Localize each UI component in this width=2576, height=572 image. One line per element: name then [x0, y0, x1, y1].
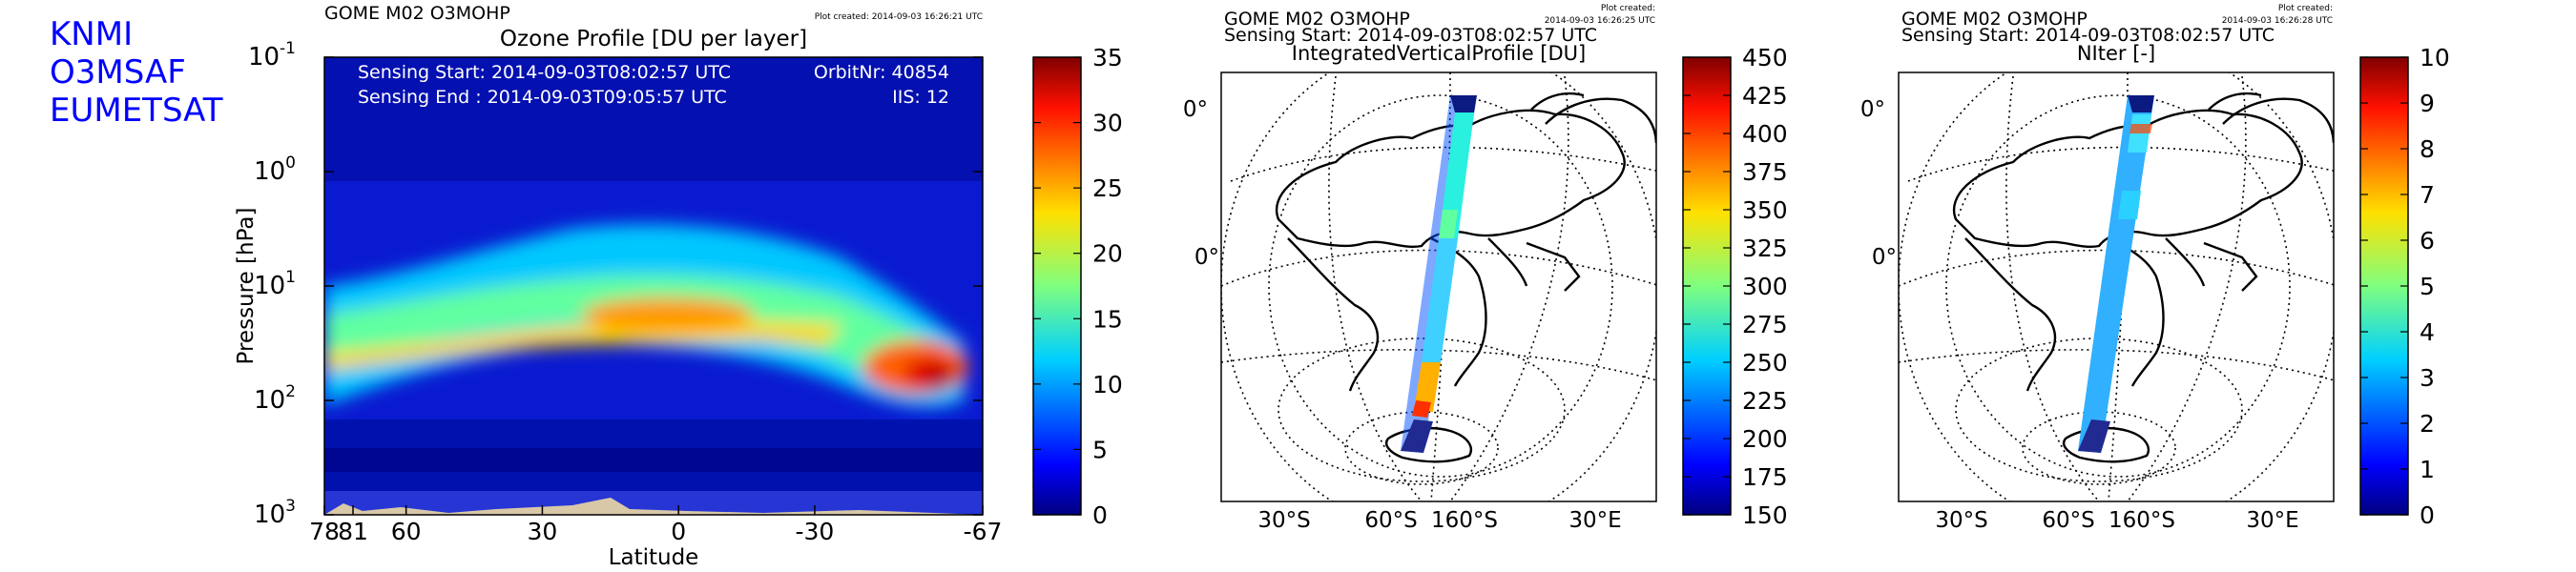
profile-iis: IIS: 12	[892, 87, 949, 108]
map1-plot-created-l2: 2014-09-03 16:26:25 UTC	[1545, 16, 1655, 26]
brand-knmi: KNMI	[50, 15, 134, 53]
colorbar-tick-label: 2	[2420, 410, 2435, 438]
colorbar-tick-label: 5	[2420, 273, 2435, 300]
map2-lon-label-3: 160°S	[2109, 508, 2175, 533]
map1-plot-created-l1: Plot created:	[1601, 4, 1655, 13]
colorbar-tick-label: 0	[1092, 501, 1108, 529]
map1-sensing-start: Sensing Start: 2014-09-03T08:02:57 UTC	[1224, 25, 1597, 46]
map2-header: GOME M02 O3MOHP	[1901, 9, 2088, 30]
map1-lon-label-3: 160°S	[1431, 508, 1498, 533]
map2-graticule	[1899, 72, 2334, 501]
colorbar-tick-label: 225	[1742, 387, 1788, 415]
colorbar-tick-label: 375	[1742, 158, 1788, 186]
map2-globe	[1899, 72, 2334, 501]
map1-lat-label-2: 0°	[1195, 245, 1219, 270]
colorbar-tick-label: 9	[2420, 90, 2435, 117]
profile-header: GOME M02 O3MOHP	[324, 3, 510, 24]
profile-sensing-start: Sensing Start: 2014-09-03T08:02:57 UTC	[358, 62, 731, 83]
colorbar-tick-label: 425	[1742, 82, 1788, 110]
profile-panel: GOME M02 O3MOHP Plot created: 2014-09-03…	[234, 3, 1123, 570]
colorbar-tick-label: 300	[1742, 273, 1788, 300]
profile-orbit: OrbitNr: 40854	[814, 62, 949, 83]
map2-colorbar-ticks: 0 1 2 3 4 5 6 7 8 9 10	[2360, 44, 2450, 529]
map2-plot-created-l1: Plot created:	[2278, 4, 2333, 13]
map2-lon-label-2: 60°S	[2042, 508, 2094, 533]
x-tick-label: -67	[964, 518, 1003, 545]
map2-colorbar	[2359, 56, 2409, 516]
colorbar-tick-label: 6	[2420, 227, 2435, 255]
map2-plot-created-l2: 2014-09-03 16:26:28 UTC	[2222, 16, 2333, 26]
profile-sensing-end: Sensing End : 2014-09-03T09:05:57 UTC	[358, 87, 727, 108]
colorbar-tick-label: 8	[2420, 135, 2435, 163]
x-tick-label: 0	[671, 518, 686, 545]
profile-colorbar	[1032, 56, 1082, 516]
colorbar-tick-label: 400	[1742, 120, 1788, 148]
colorbar-tick-label: 5	[1092, 436, 1108, 463]
map1-title: IntegratedVerticalProfile [DU]	[1292, 42, 1586, 65]
map1-colorbar-ticks: 150 175 200 225 250 275 300 325 350 375 400 425 450	[1683, 44, 1788, 529]
y-axis-ticks: 10-1 100 101 102 103	[248, 39, 983, 529]
colorbar-tick-label: 25	[1092, 174, 1123, 202]
map2-frame	[1898, 72, 2335, 502]
colorbar-tick-label: 3	[2420, 364, 2435, 392]
x-tick-label: -30	[796, 518, 835, 545]
profile-colorbar-ticks: 0 5 10 15 20 25 30 35	[1033, 44, 1123, 529]
x-axis-label: Latitude	[609, 545, 699, 570]
brand-o3msaf: O3MSAF	[50, 53, 186, 92]
colorbar-tick-label: 350	[1742, 196, 1788, 224]
heatmap-field	[324, 57, 983, 515]
colorbar-tick-label: 150	[1742, 501, 1788, 529]
colorbar-tick-label: 0	[2420, 501, 2435, 529]
map2-lon-label-4: 30°E	[2246, 508, 2298, 533]
y-axis-label: Pressure [hPa]	[234, 208, 259, 365]
colorbar-tick-label: 35	[1092, 44, 1123, 72]
map2-lat-label-2: 0°	[1872, 245, 1897, 270]
y-tick-label: 101	[254, 268, 296, 300]
colorbar-tick-label: 15	[1092, 305, 1123, 333]
x-tick-label: 81	[338, 518, 368, 545]
map1-frame	[1220, 72, 1657, 502]
map2-lon-label-1: 30°S	[1935, 508, 1987, 533]
colorbar-tick-label: 7	[2420, 181, 2435, 209]
colorbar-tick-label: 200	[1742, 425, 1788, 453]
colorbar-tick-label: 450	[1742, 44, 1788, 72]
colorbar-tick-label: 325	[1742, 235, 1788, 262]
map2-panel: GOME M02 O3MOHP Plot created: 2014-09-03…	[1860, 4, 2450, 533]
colorbar-tick-label: 175	[1742, 463, 1788, 491]
map1-globe	[1221, 72, 1656, 501]
colorbar-tick-label: 250	[1742, 349, 1788, 377]
map1-panel: GOME M02 O3MOHP Plot created: 2014-09-03…	[1183, 4, 1788, 533]
profile-plot-created: Plot created: 2014-09-03 16:26:21 UTC	[815, 12, 983, 22]
x-tick-label: 78	[309, 518, 340, 545]
colorbar-tick-label: 20	[1092, 240, 1123, 268]
x-tick-label: 60	[391, 518, 422, 545]
map1-header: GOME M02 O3MOHP	[1224, 9, 1410, 30]
x-tick-label: 30	[528, 518, 558, 545]
colorbar-tick-label: 4	[2420, 318, 2435, 346]
map1-lon-label-4: 30°E	[1568, 508, 1621, 533]
map2-lat-label-1: 0°	[1860, 97, 1885, 122]
colorbar-tick-label: 30	[1092, 110, 1123, 137]
map2-sensing-start: Sensing Start: 2014-09-03T08:02:57 UTC	[1901, 25, 2275, 46]
colorbar-tick-label: 275	[1742, 311, 1788, 338]
colorbar-tick-label: 10	[2420, 44, 2450, 72]
profile-title: Ozone Profile [DU per layer]	[500, 27, 807, 51]
y-tick-label: 10-1	[248, 39, 296, 72]
map1-lon-label-1: 30°S	[1257, 508, 1310, 533]
map1-lat-label-1: 0°	[1183, 97, 1208, 122]
map2-title: NIter [-]	[2077, 42, 2155, 65]
map2-coastlines	[1953, 92, 2334, 463]
colorbar-tick-label: 10	[1092, 371, 1123, 398]
y-tick-label: 100	[254, 153, 296, 186]
map1-lon-label-2: 60°S	[1364, 508, 1417, 533]
y-tick-label: 102	[254, 382, 296, 415]
y-tick-label: 103	[254, 497, 296, 529]
brand-eumetsat: EUMETSAT	[50, 92, 223, 130]
colorbar-tick-label: 1	[2420, 456, 2435, 483]
map1-graticule	[1221, 72, 1656, 501]
